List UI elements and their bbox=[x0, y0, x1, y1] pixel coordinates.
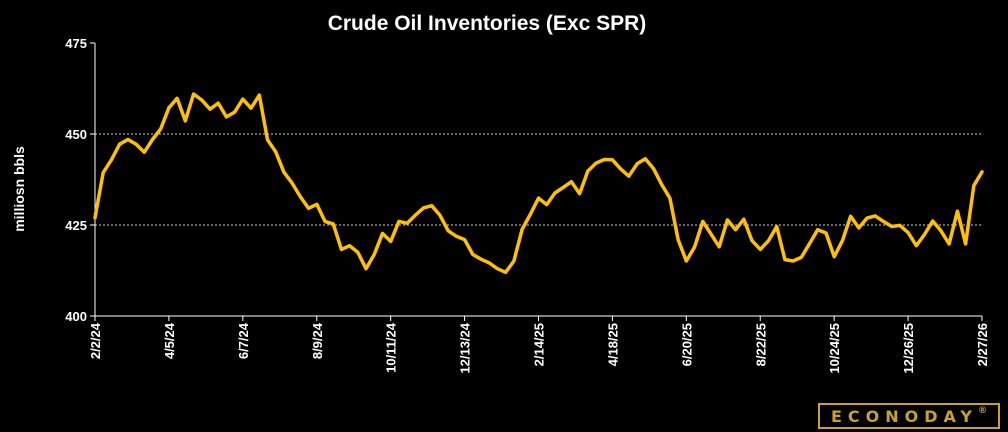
x-axis-ticks: 2/2/24 4/5/24 6/7/24 8/9/24 10/11/24 12/13/24… bbox=[88, 316, 990, 374]
x-tick-label: 8/22/25 bbox=[753, 323, 768, 366]
x-tick-label: 12/26/25 bbox=[901, 323, 916, 374]
y-tick-label: 400 bbox=[65, 309, 87, 324]
x-tick-label: 2/27/26 bbox=[975, 323, 990, 366]
y-axis-label: milliosn bbls bbox=[11, 146, 27, 232]
chart-title: Crude Oil Inventories (Exc SPR) bbox=[328, 12, 647, 35]
x-tick-label: 10/11/24 bbox=[384, 322, 399, 373]
logo-text: ECONODAY bbox=[831, 406, 978, 426]
y-tick-label: 450 bbox=[65, 127, 87, 142]
econoday-logo: ECONODAY ® bbox=[818, 403, 1000, 429]
registered-mark: ® bbox=[977, 406, 987, 416]
y-tick-label: 425 bbox=[65, 218, 87, 233]
series-group bbox=[93, 92, 984, 275]
y-axis-ticks: 400 425 450 475 bbox=[65, 36, 95, 324]
x-tick-label: 8/9/24 bbox=[310, 322, 325, 359]
gridlines bbox=[95, 133, 982, 226]
x-tick-label: 4/5/24 bbox=[162, 322, 177, 359]
x-tick-label: 10/24/25 bbox=[827, 323, 842, 374]
x-tick-label: 4/18/25 bbox=[605, 323, 620, 366]
axes bbox=[94, 43, 982, 317]
x-tick-label: 2/2/24 bbox=[88, 322, 103, 359]
series-line bbox=[93, 92, 984, 275]
x-tick-label: 6/20/25 bbox=[679, 323, 694, 366]
x-tick-label: 12/13/24 bbox=[458, 322, 473, 373]
x-tick-label: 2/14/25 bbox=[532, 323, 547, 366]
y-tick-label: 475 bbox=[65, 36, 87, 51]
x-tick-label: 6/7/24 bbox=[236, 322, 251, 359]
